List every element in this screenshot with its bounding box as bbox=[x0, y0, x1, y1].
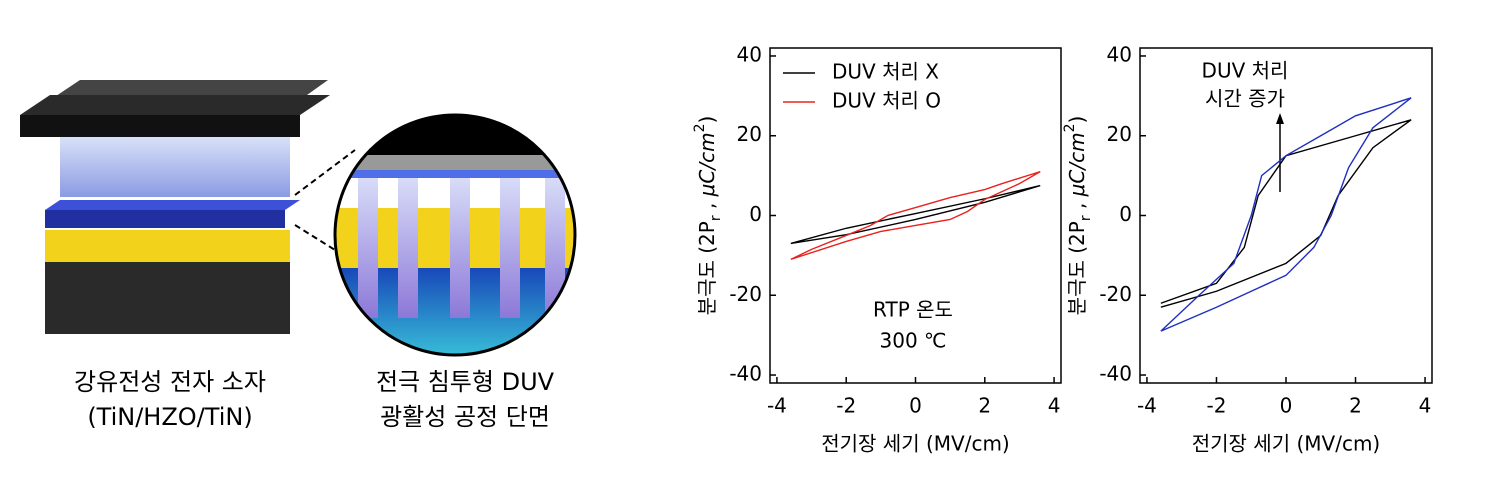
y-axis-label: 분극도 (2Pr , μC/cm2) bbox=[1062, 116, 1094, 316]
series-line bbox=[1160, 97, 1412, 332]
plot-frame bbox=[1139, 47, 1433, 384]
y-tick-label: 20 bbox=[737, 122, 762, 146]
device-illustration bbox=[20, 80, 577, 357]
y-tick-label: -40 bbox=[729, 362, 762, 386]
series-line bbox=[1160, 119, 1412, 308]
y-axis-label-part: , bbox=[695, 196, 719, 215]
legend-label: DUV 처리 O bbox=[832, 89, 941, 113]
y-tick-label: 40 bbox=[737, 42, 762, 66]
y-tick-label: 0 bbox=[1119, 202, 1132, 226]
series-line bbox=[790, 184, 1041, 245]
y-axis-label-part: 2 bbox=[692, 123, 708, 132]
x-tick-label: 2 bbox=[978, 394, 991, 418]
annotation: 시간 증가 bbox=[1205, 87, 1285, 111]
y-axis-label-part: 분극도 (2P bbox=[1065, 221, 1089, 315]
y-axis-label-part: 2 bbox=[1062, 123, 1078, 132]
x-axis-label: 전기장 세기 (MV/cm) bbox=[1192, 432, 1380, 456]
caption: (TiN/HZO/TiN) bbox=[87, 403, 252, 431]
x-axis-label: 전기장 세기 (MV/cm) bbox=[821, 432, 1009, 456]
y-tick-label: -20 bbox=[1099, 282, 1132, 306]
x-tick-label: 2 bbox=[1349, 394, 1362, 418]
y-tick-label: 0 bbox=[749, 202, 762, 226]
caption: 광활성 공정 단면 bbox=[380, 403, 550, 431]
annotation: DUV 처리 bbox=[1202, 59, 1289, 83]
y-axis-label-part: ) bbox=[1065, 116, 1089, 124]
y-tick-label: -40 bbox=[1099, 362, 1132, 386]
y-axis-label-part: , bbox=[1065, 196, 1089, 215]
legend-label: DUV 처리 X bbox=[832, 60, 939, 84]
x-tick-label: -2 bbox=[836, 394, 856, 418]
y-axis-label-part: ) bbox=[695, 116, 719, 124]
x-tick-label: -4 bbox=[767, 394, 787, 418]
annotation: 300 ℃ bbox=[880, 329, 947, 353]
arrow bbox=[1276, 113, 1284, 192]
y-axis-label-part: 분극도 (2P bbox=[695, 221, 719, 315]
annotation: RTP 온도 bbox=[873, 298, 953, 322]
caption: 강유전성 전자 소자 bbox=[74, 368, 266, 396]
x-tick-label: 4 bbox=[1048, 394, 1061, 418]
x-tick-label: -2 bbox=[1206, 394, 1226, 418]
caption: 전극 침투형 DUV bbox=[376, 368, 555, 396]
x-tick-label: -4 bbox=[1137, 394, 1157, 418]
y-axis-label-part: r bbox=[708, 215, 724, 221]
series-line bbox=[790, 170, 1041, 261]
y-axis-label: 분극도 (2Pr , μC/cm2) bbox=[692, 116, 724, 316]
x-tick-label: 0 bbox=[1280, 394, 1293, 418]
x-tick-label: 4 bbox=[1419, 394, 1432, 418]
y-tick-label: 20 bbox=[1107, 122, 1132, 146]
y-tick-label: -20 bbox=[729, 282, 762, 306]
x-tick-label: 0 bbox=[909, 394, 922, 418]
y-axis-label-part: r bbox=[1078, 215, 1094, 221]
y-axis-label-part: μC/cm bbox=[1065, 132, 1089, 197]
y-tick-label: 40 bbox=[1107, 42, 1132, 66]
y-axis-label-part: μC/cm bbox=[695, 132, 719, 197]
